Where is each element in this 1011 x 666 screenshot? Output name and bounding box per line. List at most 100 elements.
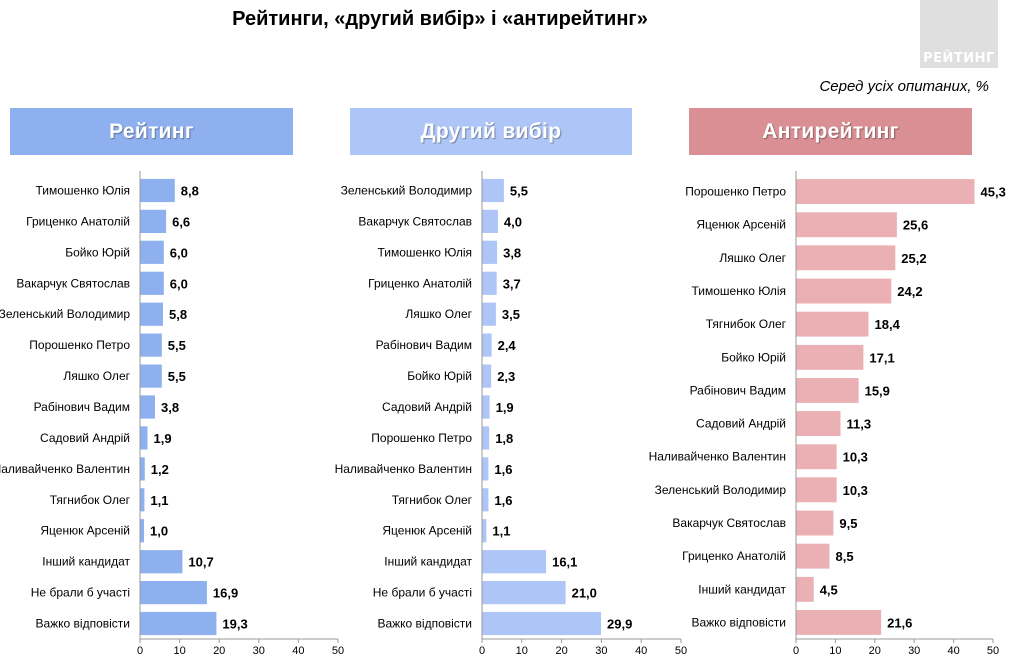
antirating-x-tick-label: 50: [987, 645, 999, 657]
antirating-category-label: Ляшко Олег: [719, 251, 786, 265]
rating-value-label: 3,8: [161, 400, 179, 415]
rating-x-tick-label: 20: [213, 645, 225, 657]
rating-logo: РЕЙТИНГ: [920, 0, 998, 68]
second-choice-x-tick-label: 30: [595, 645, 607, 657]
rating-bar: [140, 302, 163, 326]
antirating-x-tick-label: 30: [908, 645, 920, 657]
antirating-x-tick-label: 10: [829, 645, 841, 657]
panel-header-antirating: Антирейтинг: [689, 108, 972, 155]
rating-category-label: Вакарчук Святослав: [16, 276, 130, 290]
second-choice-category-label: Наливайченко Валентин: [335, 462, 472, 476]
page-title: Рейтинги, «другий вибір» і «антирейтинг»: [232, 8, 648, 30]
second-choice-value-label: 2,4: [498, 338, 517, 353]
rating-value-label: 6,0: [170, 276, 188, 291]
rating-value-label: 5,5: [168, 338, 186, 353]
second-choice-category-label: Тягнибок Олег: [392, 493, 473, 507]
second-choice-value-label: 3,5: [502, 307, 520, 322]
antirating-bar: [796, 576, 814, 602]
rating-bar: [140, 581, 207, 605]
second-choice-x-tick-label: 50: [675, 645, 687, 657]
second-choice-value-label: 4,0: [504, 214, 522, 229]
rating-bar: [140, 240, 164, 264]
second-choice-bar: [482, 550, 547, 574]
rating-bar: [140, 209, 167, 233]
second-choice-category-label: Вакарчук Святослав: [358, 214, 472, 228]
antirating-x-tick-label: 20: [869, 645, 881, 657]
second-choice-category-label: Ляшко Олег: [405, 307, 472, 321]
antirating-x-tick-label: 0: [793, 645, 799, 657]
antirating-category-label: Гриценко Анатолій: [682, 549, 786, 563]
second-choice-value-label: 3,7: [503, 276, 521, 291]
second-choice-category-label: Гриценко Анатолій: [368, 276, 472, 290]
second-choice-category-label: Яценюк Арсеній: [382, 524, 472, 538]
second-choice-bar: [482, 395, 490, 419]
rating-value-label: 10,7: [188, 555, 213, 570]
second-choice-category-label: Інший кандидат: [384, 555, 472, 569]
rating-bar: [140, 333, 162, 357]
second-choice-value-label: 21,0: [572, 586, 597, 601]
rating-x-tick-label: 50: [332, 645, 344, 657]
antirating-bar: [796, 179, 975, 204]
second-choice-bar: [482, 240, 498, 264]
rating-bar: [140, 611, 217, 636]
antirating-category-label: Тимошенко Юлія: [692, 284, 787, 298]
rating-x-tick-label: 0: [137, 645, 143, 657]
antirating-category-label: Вакарчук Святослав: [672, 516, 786, 530]
second-choice-category-label: Тимошенко Юлія: [378, 245, 473, 259]
second-choice-value-label: 1,8: [495, 431, 513, 446]
rating-bar: [140, 426, 148, 450]
rating-category-label: Тимошенко Юлія: [36, 184, 131, 198]
antirating-category-label: Бойко Юрій: [721, 350, 786, 364]
antirating-category-label: Зеленський Володимир: [655, 483, 787, 497]
rating-value-label: 16,9: [213, 586, 238, 601]
antirating-bar: [796, 411, 841, 436]
second-choice-bar: [482, 426, 490, 450]
rating-category-label: Рабінович Вадим: [34, 400, 130, 414]
rating-category-label: Інший кандидат: [42, 555, 130, 569]
antirating-bar: [796, 344, 864, 370]
antirating-category-label: Інший кандидат: [698, 582, 786, 596]
panel-header-second-choice: Другий вибір: [350, 108, 632, 155]
antirating-category-label: Тягнибок Олег: [706, 317, 787, 331]
antirating-value-label: 45,3: [981, 185, 1006, 200]
antirating-value-label: 25,2: [901, 251, 926, 266]
second-choice-category-label: Зеленський Володимир: [341, 184, 473, 198]
second-choice-value-label: 1,6: [494, 462, 512, 477]
antirating-value-label: 18,4: [875, 317, 901, 332]
logo-text: РЕЙТИНГ: [923, 51, 995, 66]
second-choice-category-label: Рабінович Вадим: [376, 338, 472, 352]
antirating-category-label: Садовий Андрій: [696, 417, 786, 431]
antirating-value-label: 4,5: [820, 582, 838, 597]
second-choice-x-tick-label: 40: [635, 645, 647, 657]
rating-value-label: 5,5: [168, 369, 186, 384]
rating-value-label: 5,8: [169, 307, 187, 322]
panel-header-rating: Рейтинг: [10, 108, 293, 155]
second-choice-category-label: Не брали б участі: [373, 586, 472, 600]
rating-bar: [140, 178, 175, 203]
rating-category-label: Садовий Андрій: [40, 431, 130, 445]
rating-bar: [140, 550, 183, 574]
antirating-value-label: 17,1: [869, 350, 894, 365]
second-choice-category-label: Важко відповісти: [377, 617, 472, 631]
second-choice-category-label: Бойко Юрій: [407, 369, 472, 383]
antirating-category-label: Наливайченко Валентин: [649, 450, 786, 464]
rating-value-label: 1,0: [150, 524, 168, 539]
antirating-value-label: 10,3: [843, 483, 868, 498]
rating-category-label: Зеленський Володимир: [0, 307, 130, 321]
antirating-value-label: 8,5: [836, 549, 854, 564]
rating-bar: [140, 395, 155, 419]
second-choice-bar: [482, 611, 601, 636]
antirating-category-label: Порошенко Петро: [685, 185, 786, 199]
rating-category-label: Порошенко Петро: [29, 338, 130, 352]
antirating-bar: [796, 212, 897, 238]
rating-category-label: Наливайченко Валентин: [0, 462, 130, 476]
second-choice-bar: [482, 519, 487, 543]
second-choice-value-label: 5,5: [510, 184, 528, 199]
antirating-value-label: 15,9: [865, 383, 890, 398]
second-choice-value-label: 3,8: [503, 245, 521, 260]
antirating-category-label: Рабінович Вадим: [690, 383, 786, 397]
rating-value-label: 1,1: [150, 493, 168, 508]
antirating-bar: [796, 378, 859, 403]
antirating-category-label: Важко відповісти: [691, 615, 786, 629]
